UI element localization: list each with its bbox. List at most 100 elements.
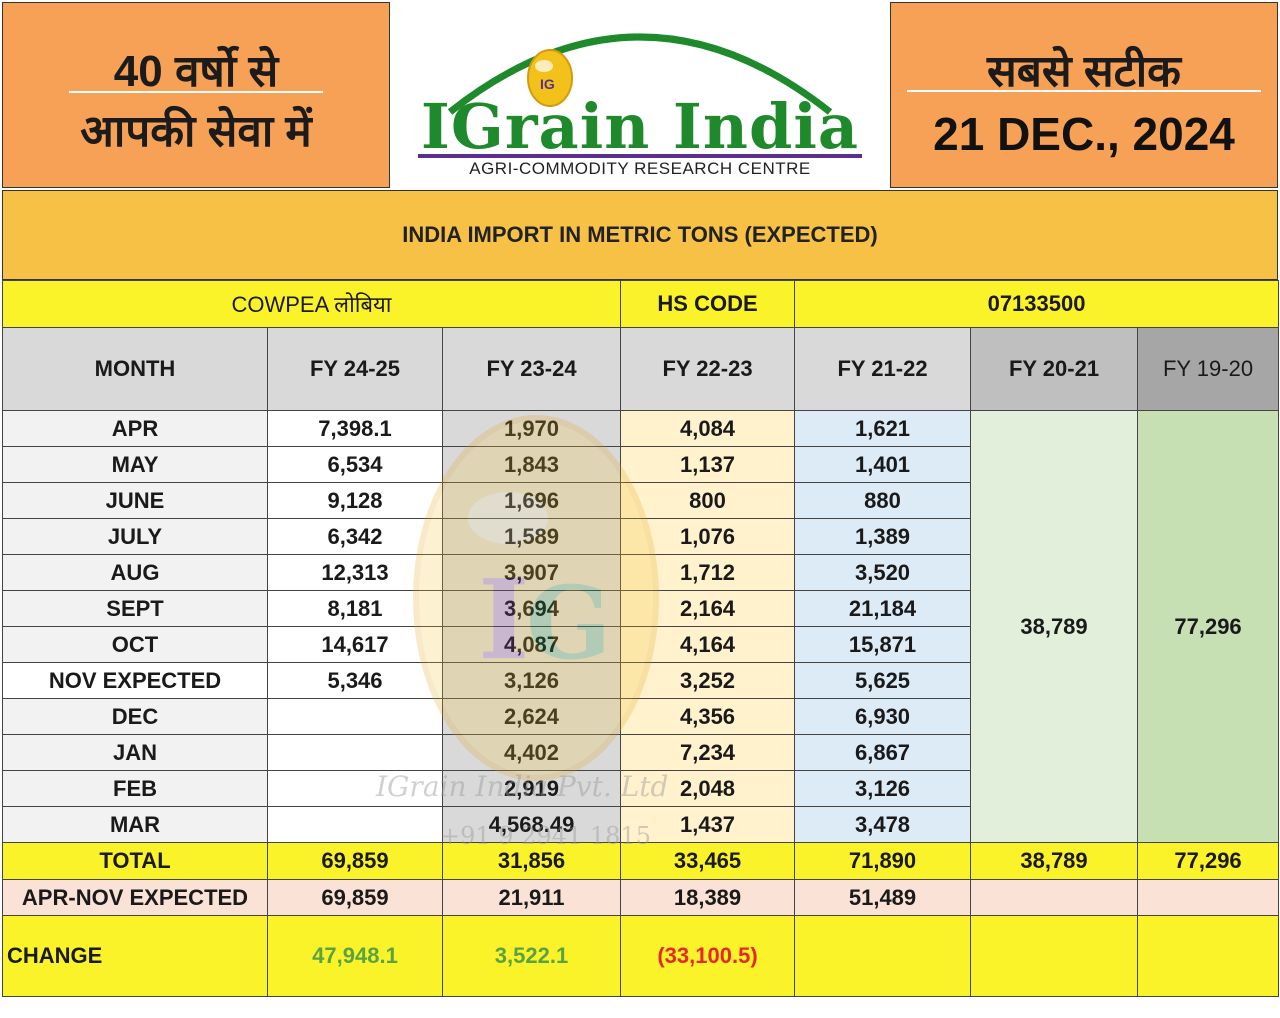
table-row: APR 7,398.1 1,970 4,084 1,621 38,789 77,… [2,410,1280,843]
value-cell: 3,694 [441,590,622,627]
value-cell: 3,126 [441,662,622,699]
value-cell: 5,346 [267,662,443,699]
table-row: OCT 14,617 4,087 4,164 15,871 [2,626,1279,663]
tagline-accurate: सबसे सटीक [987,47,1181,96]
change-row: CHANGE 47,948.1 3,522.1 (33,100.5) [2,915,1280,997]
col-header-fy2122: FY 21-22 [794,327,972,411]
change-cell: 47,948.1 [267,915,443,997]
value-cell: 800 [620,482,796,519]
month-cell: AUG [2,554,268,591]
value-cell: 8,181 [267,590,443,627]
value-cell: 3,907 [441,554,622,591]
month-cell: JAN [2,734,268,771]
change-cell: 3,522.1 [441,915,622,997]
total-cell: 38,789 [970,842,1139,880]
total-cell: 69,859 [267,842,443,880]
value-cell: 4,084 [620,410,796,447]
value-cell: 7,234 [620,734,796,771]
table-row: AUG 12,313 3,907 1,712 3,520 [2,554,1279,591]
value-cell: 1,843 [441,446,622,483]
total-row: TOTAL 69,859 31,856 33,465 71,890 38,789… [2,842,1280,880]
month-cell: MAR [2,806,268,843]
value-cell: 1,970 [441,410,622,447]
header-tagline-right: सबसे सटीक 21 DEC., 2024 [890,2,1278,188]
table-row: SEPT 8,181 3,694 2,164 21,184 [2,590,1279,627]
tagline-divider-right [907,90,1261,92]
value-cell: 6,342 [267,518,443,555]
value-cell: 1,621 [794,410,972,447]
product-row: COWPEA लोबिया HS CODE 07133500 [1,280,1280,328]
tagline-divider [69,91,323,93]
header-tagline-left: 40 वर्षो से आपकी सेवा में [2,2,390,188]
month-cell: NOV EXPECTED [2,662,268,699]
report-date: 21 DEC., 2024 [933,108,1235,160]
col-header-fy2021: FY 20-21 [970,327,1139,411]
hs-code-value: 07133500 [794,280,1280,328]
month-cell: JULY [2,518,268,555]
value-cell: 1,696 [441,482,622,519]
apr-nov-row: APR-NOV EXPECTED 69,859 21,911 18,389 51… [2,879,1280,916]
total-cell: 71,890 [794,842,972,880]
total-cell: 31,856 [441,842,622,880]
month-cell: SEPT [2,590,268,627]
total-label: TOTAL [2,842,268,880]
value-cell: 2,164 [620,590,796,627]
value-cell: 1,076 [620,518,796,555]
value-cell: 1,712 [620,554,796,591]
month-cell: DEC [2,698,268,735]
logo-underline [418,154,862,158]
value-cell: 3,252 [620,662,796,699]
value-cell: 1,137 [620,446,796,483]
table-row: MAY 6,534 1,843 1,137 1,401 [2,446,1279,483]
tagline-years: 40 वर्षो से [113,47,279,96]
column-header-row: MONTH FY 24-25 FY 23-24 FY 22-23 FY 21-2… [2,327,1280,411]
table-row: DEC 2,624 4,356 6,930 [2,698,1279,735]
table-row: JUNE 9,128 1,696 800 880 [2,482,1279,519]
apr-nov-cell: 21,911 [441,879,622,916]
value-cell: 2,048 [620,770,796,807]
month-cell: OCT [2,626,268,663]
value-cell: 4,164 [620,626,796,663]
logo-subtitle: AGRI-COMMODITY RESEARCH CENTRE [469,159,811,178]
report-title: INDIA IMPORT IN METRIC TONS (EXPECTED) [2,190,1278,280]
value-cell: 2,624 [441,698,622,735]
total-cell: 77,296 [1137,842,1280,880]
col-header-month: MONTH [2,327,268,411]
value-cell: 1,437 [620,806,796,843]
change-cell [970,915,1139,997]
apr-nov-cell: 69,859 [267,879,443,916]
value-cell [267,734,443,771]
value-cell: 4,402 [441,734,622,771]
product-name: COWPEA लोबिया [1,280,622,328]
month-cell: JUNE [2,482,268,519]
fy2021-annual-cell: 38,789 [970,410,1139,843]
fy1920-annual-cell: 77,296 [1137,410,1280,843]
value-cell [267,806,443,843]
apr-nov-cell [970,879,1139,916]
value-cell: 15,871 [794,626,972,663]
hs-code-label: HS CODE [620,280,796,328]
apr-nov-cell: 18,389 [620,879,796,916]
value-cell: 1,389 [794,518,972,555]
value-cell [267,698,443,735]
total-cell: 33,465 [620,842,796,880]
value-cell: 4,087 [441,626,622,663]
change-cell: (33,100.5) [620,915,796,997]
value-cell: 12,313 [267,554,443,591]
change-cell [794,915,972,997]
tagline-service: आपकी सेवा में [80,107,312,156]
month-cell: MAY [2,446,268,483]
col-header-fy2425: FY 24-25 [267,327,443,411]
logo-arc-icon [447,33,833,115]
logo-name: IGrain India [420,90,860,163]
value-cell: 3,478 [794,806,972,843]
value-cell: 880 [794,482,972,519]
value-cell: 4,356 [620,698,796,735]
import-table: COWPEA लोबिया HS CODE 07133500 MONTH FY … [1,280,1280,997]
igrain-logo: IG IGrain India AGRI-COMMODITY RESEARCH … [390,2,890,188]
table-row: FEB 2,919 2,048 3,126 [2,770,1279,807]
value-cell [267,770,443,807]
value-cell: 21,184 [794,590,972,627]
value-cell: 6,867 [794,734,972,771]
